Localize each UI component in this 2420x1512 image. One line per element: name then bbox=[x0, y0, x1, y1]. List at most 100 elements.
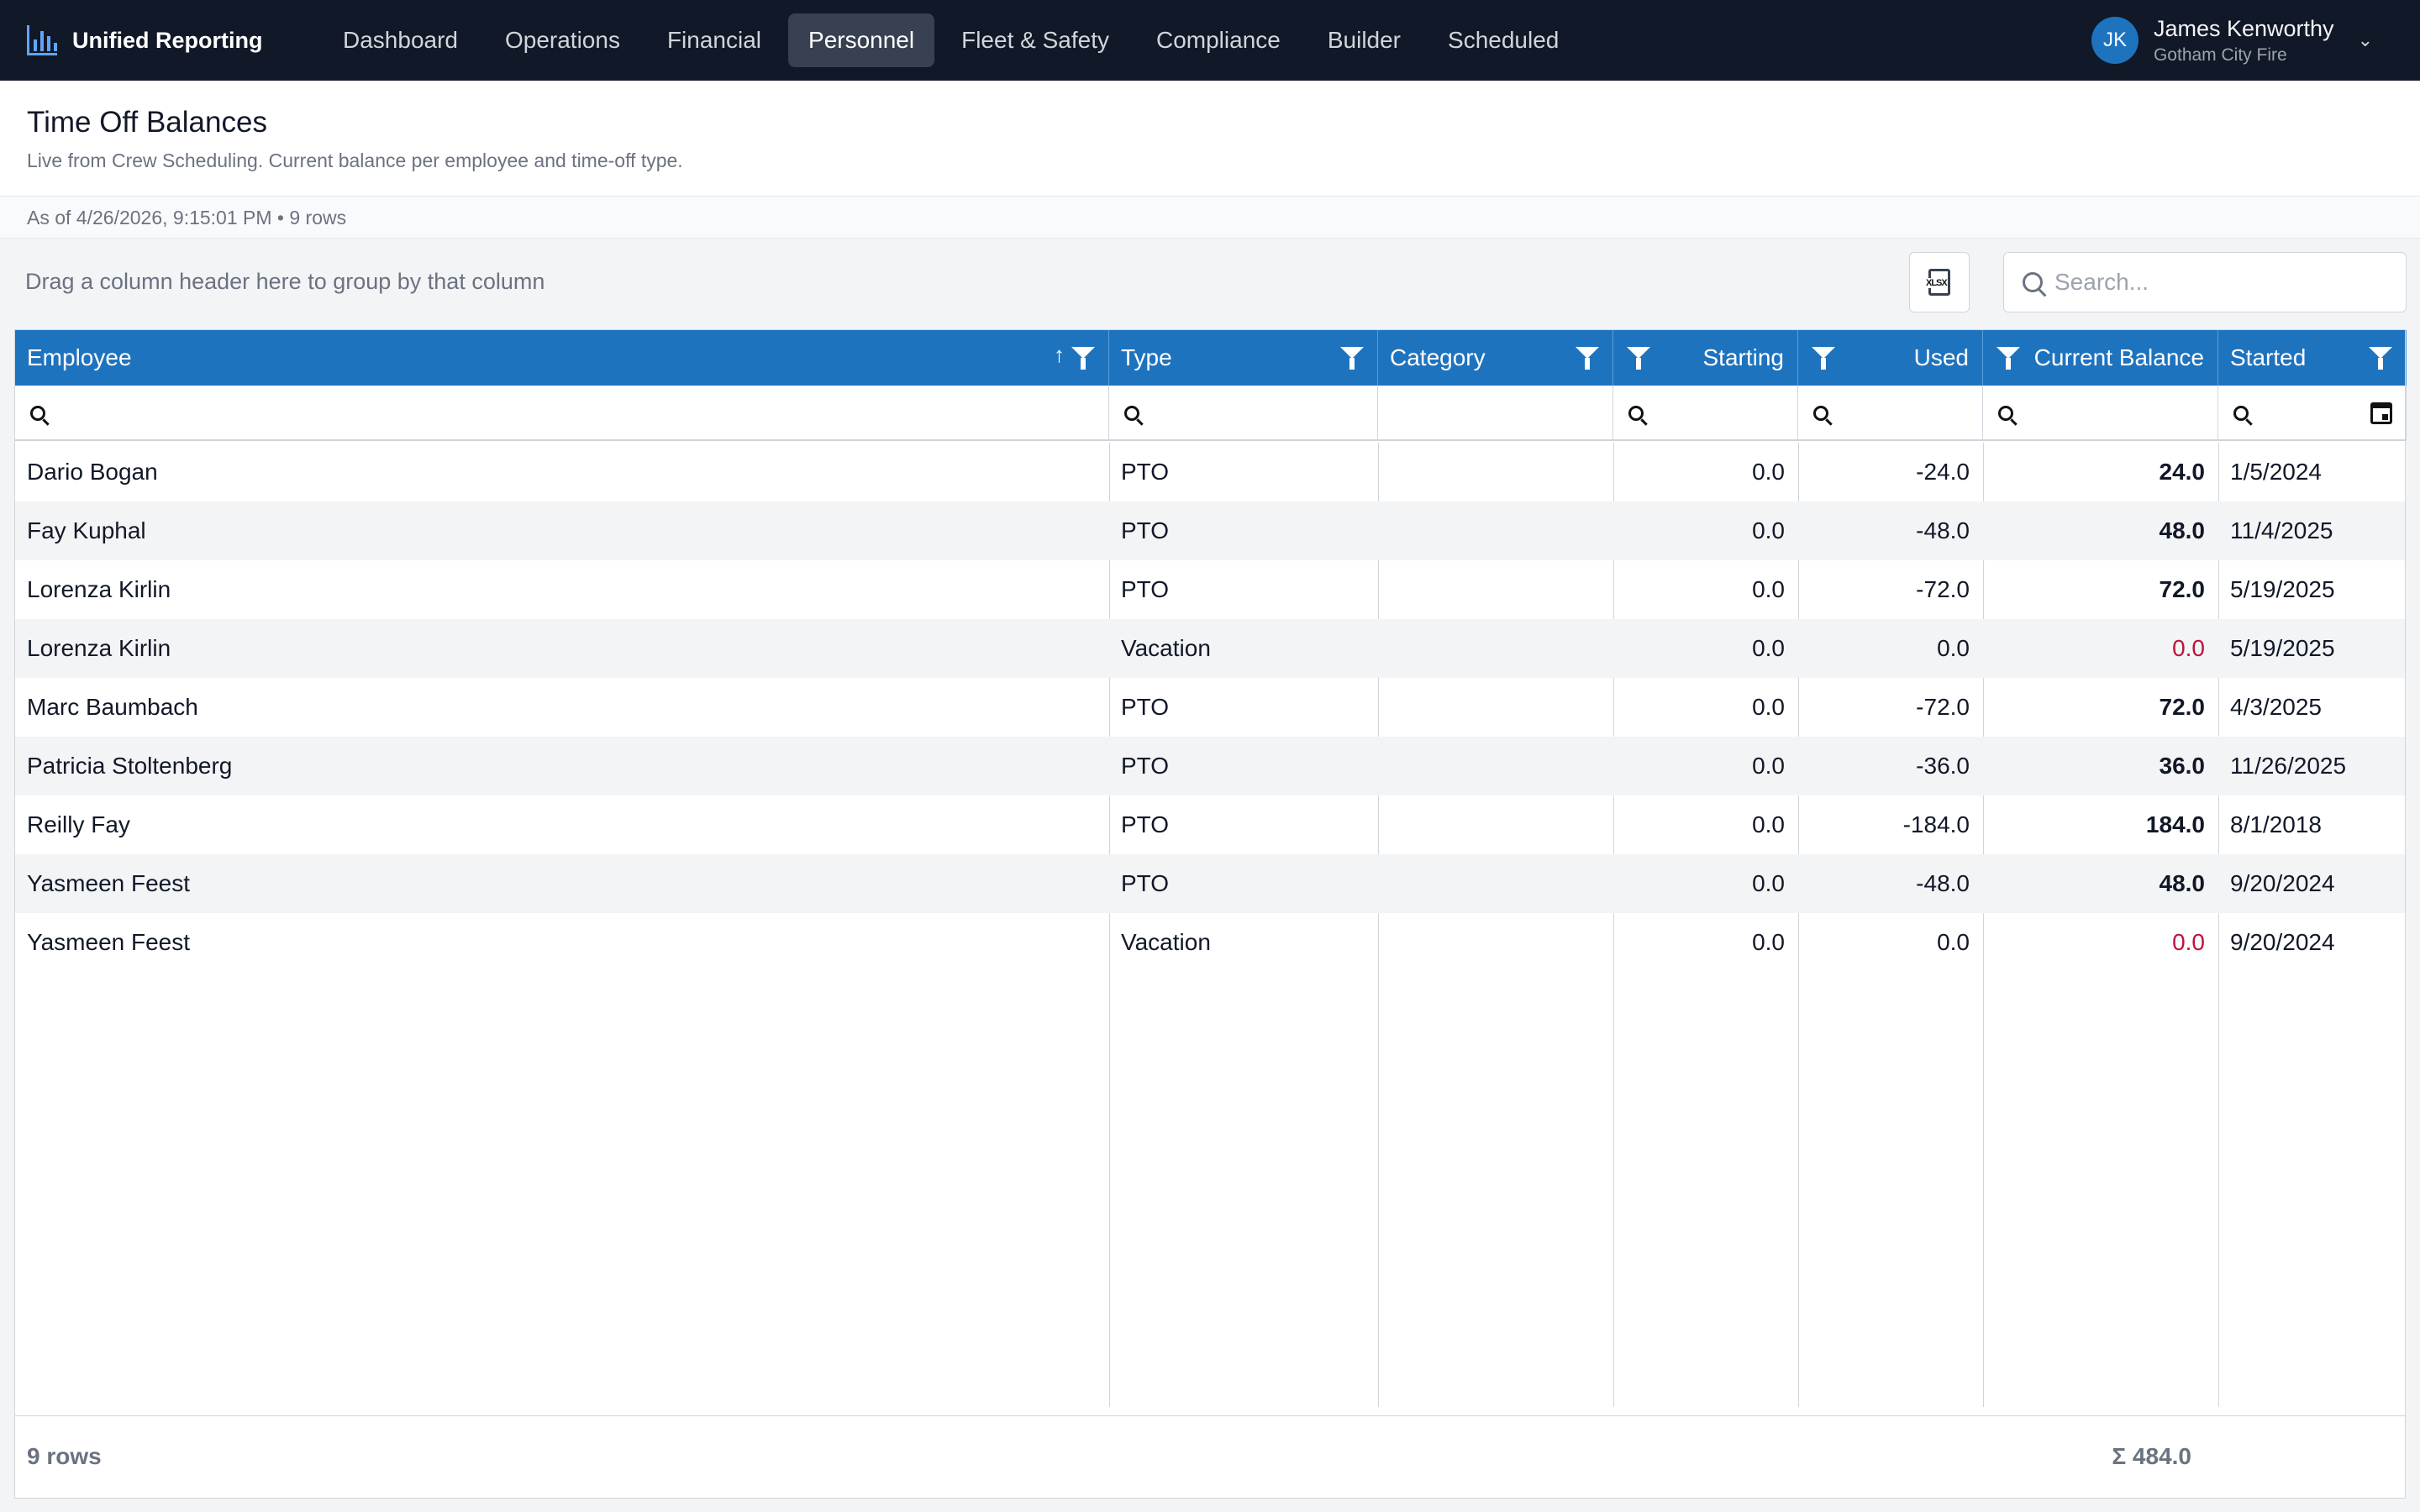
user-name: James Kenworthy bbox=[2153, 15, 2334, 41]
cell-type: PTO bbox=[1121, 753, 1170, 779]
cell-started: 11/26/2025 bbox=[2230, 753, 2347, 779]
table-row[interactable]: Reilly Fay PTO 0.0 -184.0 184.0 8/1/2018 bbox=[15, 795, 2405, 854]
column-header-employee[interactable]: Employee ↑ bbox=[15, 330, 1109, 386]
cell-type: Vacation bbox=[1121, 635, 1211, 661]
column-header-current[interactable]: Current Balance bbox=[1983, 330, 2218, 386]
group-by-panel[interactable]: Drag a column header here to group by th… bbox=[25, 269, 545, 294]
cell-current: 72.0 bbox=[2159, 694, 2206, 720]
cell-employee: Lorenza Kirlin bbox=[27, 635, 171, 661]
avatar: JK bbox=[2091, 17, 2139, 64]
calendar-icon[interactable] bbox=[2370, 402, 2392, 424]
nav-item-financial[interactable]: Financial bbox=[666, 27, 762, 53]
cell-employee: Yasmeen Feest bbox=[27, 870, 191, 896]
grid-header-row: Employee ↑ Type Category Starting Used Current… bbox=[15, 330, 2407, 386]
filter-icon[interactable] bbox=[1812, 347, 1835, 370]
cell-category bbox=[1378, 560, 1613, 619]
nav-item-operations[interactable]: Operations bbox=[504, 27, 620, 53]
filter-icon[interactable] bbox=[1627, 347, 1650, 370]
cell-category bbox=[1378, 795, 1613, 854]
cell-type: Vacation bbox=[1121, 929, 1211, 955]
table-row[interactable]: Yasmeen Feest PTO 0.0 -48.0 48.0 9/20/2024 bbox=[15, 854, 2405, 913]
filter-cell-type[interactable] bbox=[1109, 386, 1378, 441]
cell-type: PTO bbox=[1121, 811, 1170, 837]
table-row[interactable]: Lorenza Kirlin Vacation 0.0 0.0 0.0 5/19/2025 bbox=[15, 619, 2405, 678]
top-navbar: Unified Reporting Dashboard Operations Fin… bbox=[0, 0, 2420, 81]
nav-item-fleet-safety[interactable]: Fleet & Safety bbox=[961, 27, 1109, 53]
cell-current: 36.0 bbox=[2159, 753, 2206, 779]
filter-cell-category[interactable] bbox=[1378, 386, 1613, 441]
page-title: Time Off Balances bbox=[27, 106, 267, 139]
filter-icon[interactable] bbox=[1340, 347, 1364, 370]
cell-type: PTO bbox=[1121, 459, 1170, 485]
chevron-down-icon[interactable]: ⌄ bbox=[2357, 29, 2373, 50]
nav-item-personnel[interactable]: Personnel bbox=[788, 13, 935, 67]
filter-cell-current[interactable] bbox=[1983, 386, 2218, 441]
filter-icon[interactable] bbox=[1071, 347, 1095, 370]
cell-category bbox=[1378, 737, 1613, 795]
column-label: Category bbox=[1390, 344, 1486, 370]
page-subtitle: Live from Crew Scheduling. Current balan… bbox=[27, 150, 683, 171]
column-header-started[interactable]: Started bbox=[2218, 330, 2407, 386]
grid-footer: 9 rows Σ 484.0 bbox=[15, 1415, 2405, 1498]
cell-used: -72.0 bbox=[1916, 694, 1970, 720]
sort-ascending-icon[interactable]: ↑ bbox=[1054, 342, 1065, 367]
cell-current: 48.0 bbox=[2159, 517, 2206, 543]
filter-icon[interactable] bbox=[2369, 347, 2392, 370]
nav-item-compliance[interactable]: Compliance bbox=[1155, 27, 1281, 53]
column-divider bbox=[1983, 443, 1984, 1407]
search-icon bbox=[1998, 406, 2013, 421]
column-header-starting[interactable]: Starting bbox=[1613, 330, 1798, 386]
filter-icon[interactable] bbox=[1996, 347, 2020, 370]
main-nav: Dashboard Operations Financial Personnel Fle… bbox=[323, 13, 1579, 67]
column-divider bbox=[2218, 443, 2219, 1407]
cell-type: PTO bbox=[1121, 517, 1170, 543]
table-row[interactable]: Marc Baumbach PTO 0.0 -72.0 72.0 4/3/2025 bbox=[15, 678, 2405, 737]
cell-category bbox=[1378, 678, 1613, 737]
cell-starting: 0.0 bbox=[1752, 694, 1785, 720]
nav-item-dashboard[interactable]: Dashboard bbox=[343, 27, 458, 53]
brand[interactable]: Unified Reporting bbox=[27, 0, 262, 81]
cell-starting: 0.0 bbox=[1752, 576, 1785, 602]
search-box[interactable] bbox=[2003, 252, 2407, 312]
column-header-category[interactable]: Category bbox=[1378, 330, 1613, 386]
filter-row bbox=[15, 386, 2407, 441]
xlsx-export-icon: XLSX bbox=[1926, 269, 1950, 296]
table-row[interactable]: Dario Bogan PTO 0.0 -24.0 24.0 1/5/2024 bbox=[15, 443, 2405, 501]
search-icon bbox=[1628, 406, 1644, 421]
search-icon bbox=[30, 406, 45, 421]
column-header-used[interactable]: Used bbox=[1798, 330, 1983, 386]
column-divider bbox=[1109, 443, 1110, 1407]
filter-cell-starting[interactable] bbox=[1613, 386, 1798, 441]
user-menu[interactable]: JK James Kenworthy Gotham City Fire ⌄ bbox=[2091, 12, 2373, 69]
cell-starting: 0.0 bbox=[1752, 811, 1785, 837]
column-header-type[interactable]: Type bbox=[1109, 330, 1378, 386]
filter-cell-started[interactable] bbox=[2218, 386, 2407, 441]
cell-type: PTO bbox=[1121, 694, 1170, 720]
nav-item-builder[interactable]: Builder bbox=[1327, 27, 1402, 53]
cell-employee: Lorenza Kirlin bbox=[27, 576, 171, 602]
filter-icon[interactable] bbox=[1576, 347, 1599, 370]
table-row[interactable]: Lorenza Kirlin PTO 0.0 -72.0 72.0 5/19/2025 bbox=[15, 560, 2405, 619]
column-label: Used bbox=[1913, 344, 1969, 370]
cell-current: 72.0 bbox=[2159, 576, 2206, 602]
search-icon bbox=[2023, 272, 2043, 292]
filter-cell-employee[interactable] bbox=[15, 386, 1109, 441]
table-row[interactable]: Patricia Stoltenberg PTO 0.0 -36.0 36.0 11/26… bbox=[15, 737, 2405, 795]
export-xlsx-button[interactable]: XLSX bbox=[1909, 252, 1970, 312]
table-row[interactable]: Yasmeen Feest Vacation 0.0 0.0 0.0 9/20/2024 bbox=[15, 913, 2405, 972]
search-input[interactable] bbox=[2054, 269, 2374, 296]
nav-item-scheduled[interactable]: Scheduled bbox=[1448, 27, 1560, 53]
cell-category bbox=[1378, 913, 1613, 972]
column-label: Starting bbox=[1702, 344, 1785, 370]
cell-category bbox=[1378, 443, 1613, 501]
filter-cell-used[interactable] bbox=[1798, 386, 1983, 441]
column-label: Started bbox=[2230, 344, 2307, 370]
cell-started: 5/19/2025 bbox=[2230, 576, 2335, 602]
cell-employee: Fay Kuphal bbox=[27, 517, 146, 543]
user-org: Gotham City Fire bbox=[2153, 45, 2287, 65]
cell-current: 0.0 bbox=[2172, 929, 2205, 955]
cell-started: 5/19/2025 bbox=[2230, 635, 2335, 661]
cell-category bbox=[1378, 619, 1613, 678]
table-row[interactable]: Fay Kuphal PTO 0.0 -48.0 48.0 11/4/2025 bbox=[15, 501, 2405, 560]
cell-employee: Patricia Stoltenberg bbox=[27, 753, 233, 779]
